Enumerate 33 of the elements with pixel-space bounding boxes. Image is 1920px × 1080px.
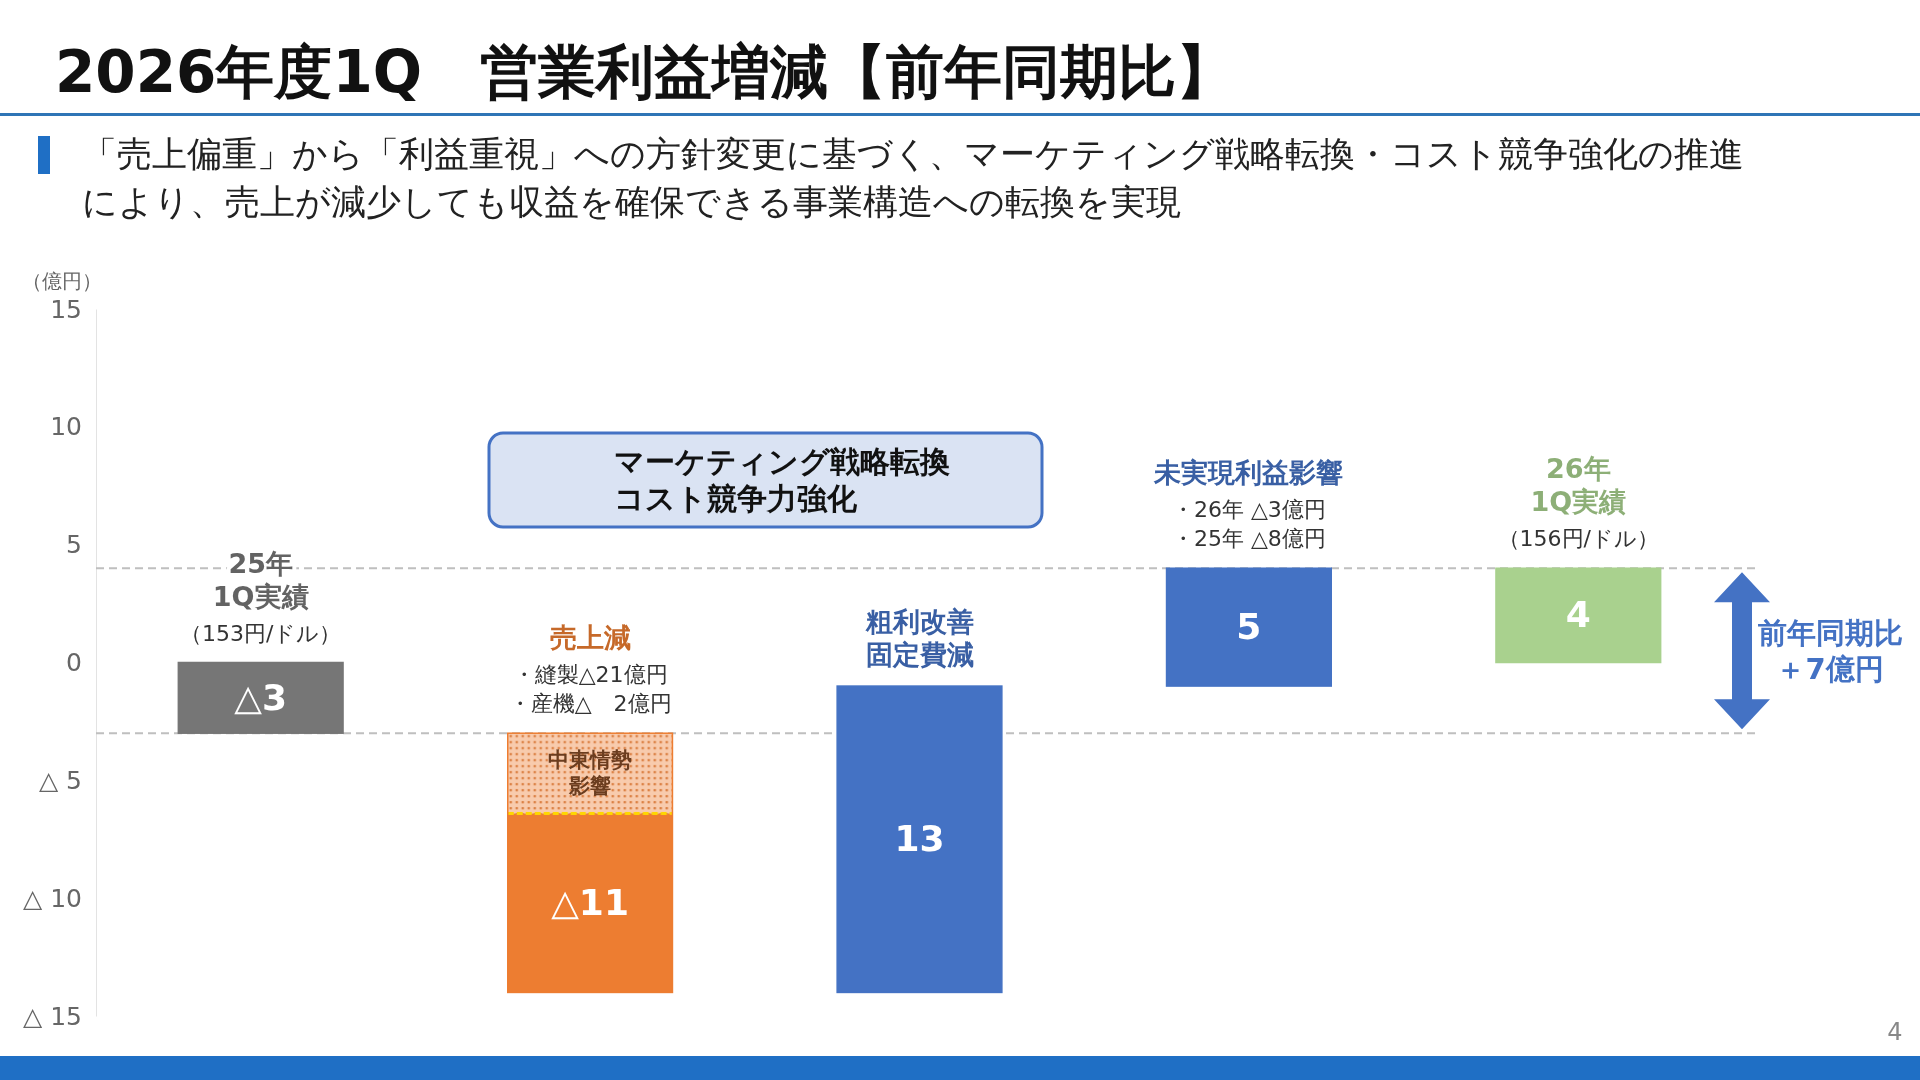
y-tick-label: △ 5 [38,765,82,795]
y-tick-label: △ 15 [23,1001,82,1031]
annotation: 前年同期比＋7億円 [1756,615,1903,686]
data-label: 5 [1236,606,1262,648]
y-tick-label: 5 [66,530,82,560]
data-label: 4 [1565,594,1591,636]
y-tick-label: 15 [50,294,82,324]
y-tick-label: △ 10 [23,883,82,913]
x-tick-label: 粗利改善固定費減 [864,606,974,671]
bar [836,685,1003,994]
y-tick-label: 0 [66,648,82,677]
y-axis-title: （億円） [22,269,102,293]
bar [507,732,674,994]
bar [1495,567,1662,664]
x-tick-label: 売上減 [549,622,631,654]
annotation: ・26年 △3億円・25年 △8億円 [1171,497,1326,552]
x-tick-label: 26年1Q実績 [1530,453,1627,518]
x-tick-label: 25年1Q実績 [212,547,309,612]
annotation: 中東情勢影響 [548,748,633,799]
bar [177,661,344,734]
annotation: ・縫製△21億円・産機△ 2億円 [508,662,672,717]
bar [1165,567,1332,687]
x-tick-label: 未実現利益影響 [1153,457,1344,489]
data-label: 13 [894,818,945,860]
annotation: マーケティング戦略転換コスト競争力強化 [614,444,950,516]
data-label: △3 [234,676,288,718]
chart-subtitle: 「売上偏重」から「利益重視」への方針変更に基づく、マーケティング戦略転換・コスト競争強化の推進により、売上が減少しても収益を確保できる事業構造への転換を実現 [82,134,1744,222]
data-label: △11 [551,882,629,923]
annotation: （153円/ドル） [180,620,342,646]
text: 4 [1887,1018,1903,1046]
chart-title: 2026年度1Q 営業利益増減【前年同期比】 [55,38,1235,106]
y-tick-label: 10 [50,412,82,442]
annotation: （156円/ドル） [1497,526,1659,552]
